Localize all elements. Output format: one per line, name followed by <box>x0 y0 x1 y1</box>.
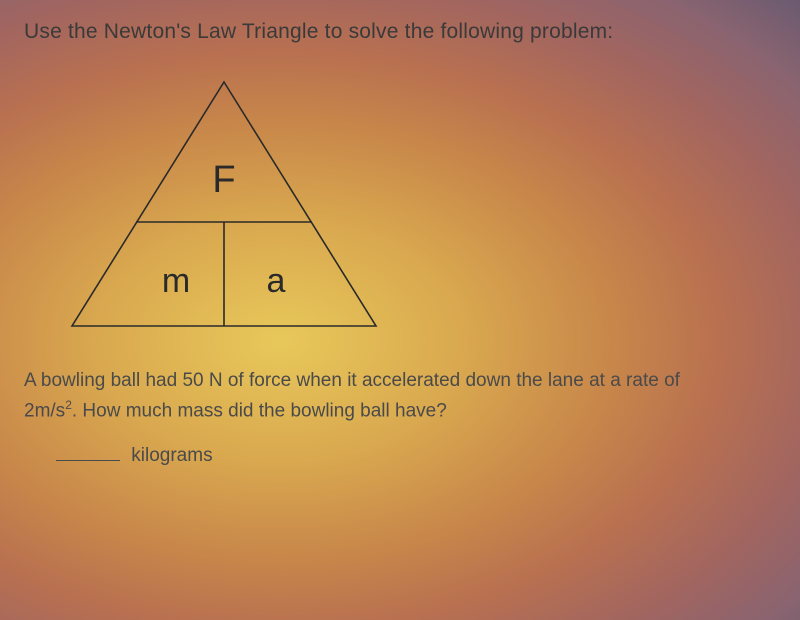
answer-unit: kilograms <box>131 445 212 466</box>
triangle-top-label: F <box>212 159 235 201</box>
question-line2-prefix: 2m/s <box>24 400 65 421</box>
triangle-svg: F m a <box>64 74 384 334</box>
triangle-bottom-left-label: m <box>162 262 190 300</box>
question-line1: A bowling ball had 50 N of force when it… <box>24 370 680 391</box>
triangle-bottom-right-label: a <box>267 262 286 300</box>
question-line2-exponent: 2 <box>65 398 72 412</box>
answer-row: kilograms <box>56 445 776 467</box>
problem-prompt: Use the Newton's Law Triangle to solve t… <box>24 20 776 44</box>
newtons-triangle-diagram: F m a <box>64 74 776 339</box>
question-text: A bowling ball had 50 N of force when it… <box>24 367 776 425</box>
question-line2-suffix: . How much mass did the bowling ball hav… <box>72 400 447 421</box>
answer-blank[interactable] <box>56 460 120 461</box>
